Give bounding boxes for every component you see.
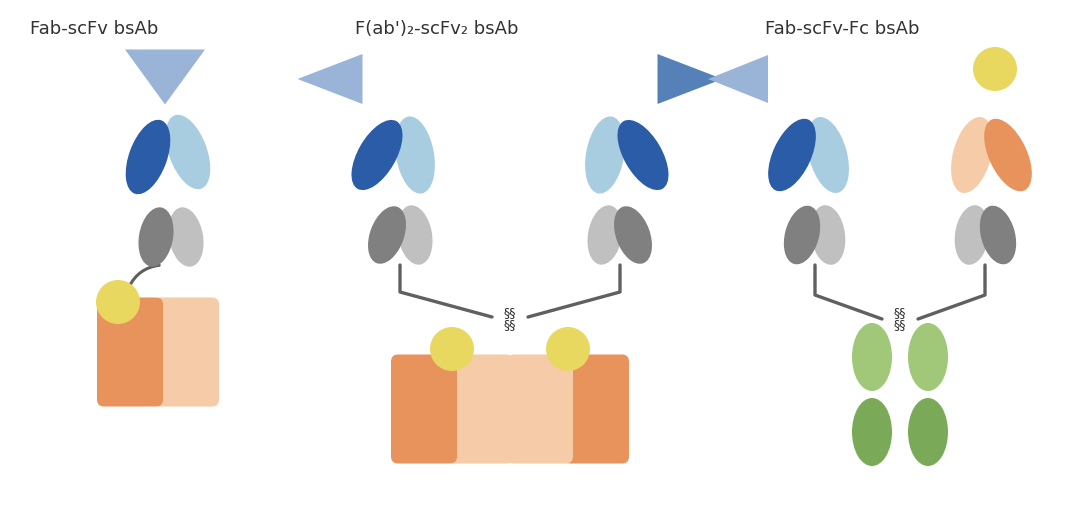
Ellipse shape (952, 117, 993, 193)
FancyBboxPatch shape (447, 355, 513, 464)
FancyBboxPatch shape (563, 355, 629, 464)
Text: §§
§§: §§ §§ (504, 307, 517, 331)
Text: §§
§§: §§ §§ (894, 307, 906, 331)
Ellipse shape (984, 119, 1032, 191)
Circle shape (546, 327, 590, 371)
Polygon shape (125, 50, 205, 104)
Ellipse shape (908, 398, 948, 466)
Text: F(ab')₂-scFv₂ bsAb: F(ab')₂-scFv₂ bsAb (355, 20, 519, 38)
Ellipse shape (165, 115, 211, 189)
Text: Fab-scFv-Fc bsAb: Fab-scFv-Fc bsAb (765, 20, 919, 38)
Ellipse shape (979, 206, 1016, 265)
Ellipse shape (768, 119, 816, 191)
Ellipse shape (351, 120, 403, 190)
Ellipse shape (852, 323, 892, 391)
Polygon shape (657, 54, 723, 104)
Ellipse shape (908, 323, 948, 391)
Ellipse shape (368, 206, 406, 264)
FancyBboxPatch shape (507, 355, 574, 464)
Ellipse shape (395, 116, 435, 193)
Ellipse shape (955, 205, 989, 265)
Polygon shape (297, 54, 363, 104)
Ellipse shape (618, 120, 668, 190)
Ellipse shape (585, 116, 625, 193)
Ellipse shape (587, 206, 623, 265)
FancyBboxPatch shape (391, 355, 458, 464)
Ellipse shape (807, 117, 848, 193)
Ellipse shape (169, 207, 204, 267)
Circle shape (973, 47, 1017, 91)
Ellipse shape (397, 206, 433, 265)
Ellipse shape (126, 120, 171, 194)
Text: Fab-scFv bsAb: Fab-scFv bsAb (30, 20, 158, 38)
Ellipse shape (811, 205, 845, 265)
Circle shape (96, 280, 140, 324)
Circle shape (430, 327, 474, 371)
Ellipse shape (139, 207, 174, 267)
FancyBboxPatch shape (97, 298, 163, 406)
Ellipse shape (784, 206, 821, 265)
Ellipse shape (614, 206, 652, 264)
Ellipse shape (852, 398, 892, 466)
Polygon shape (708, 55, 768, 103)
FancyBboxPatch shape (153, 298, 219, 406)
